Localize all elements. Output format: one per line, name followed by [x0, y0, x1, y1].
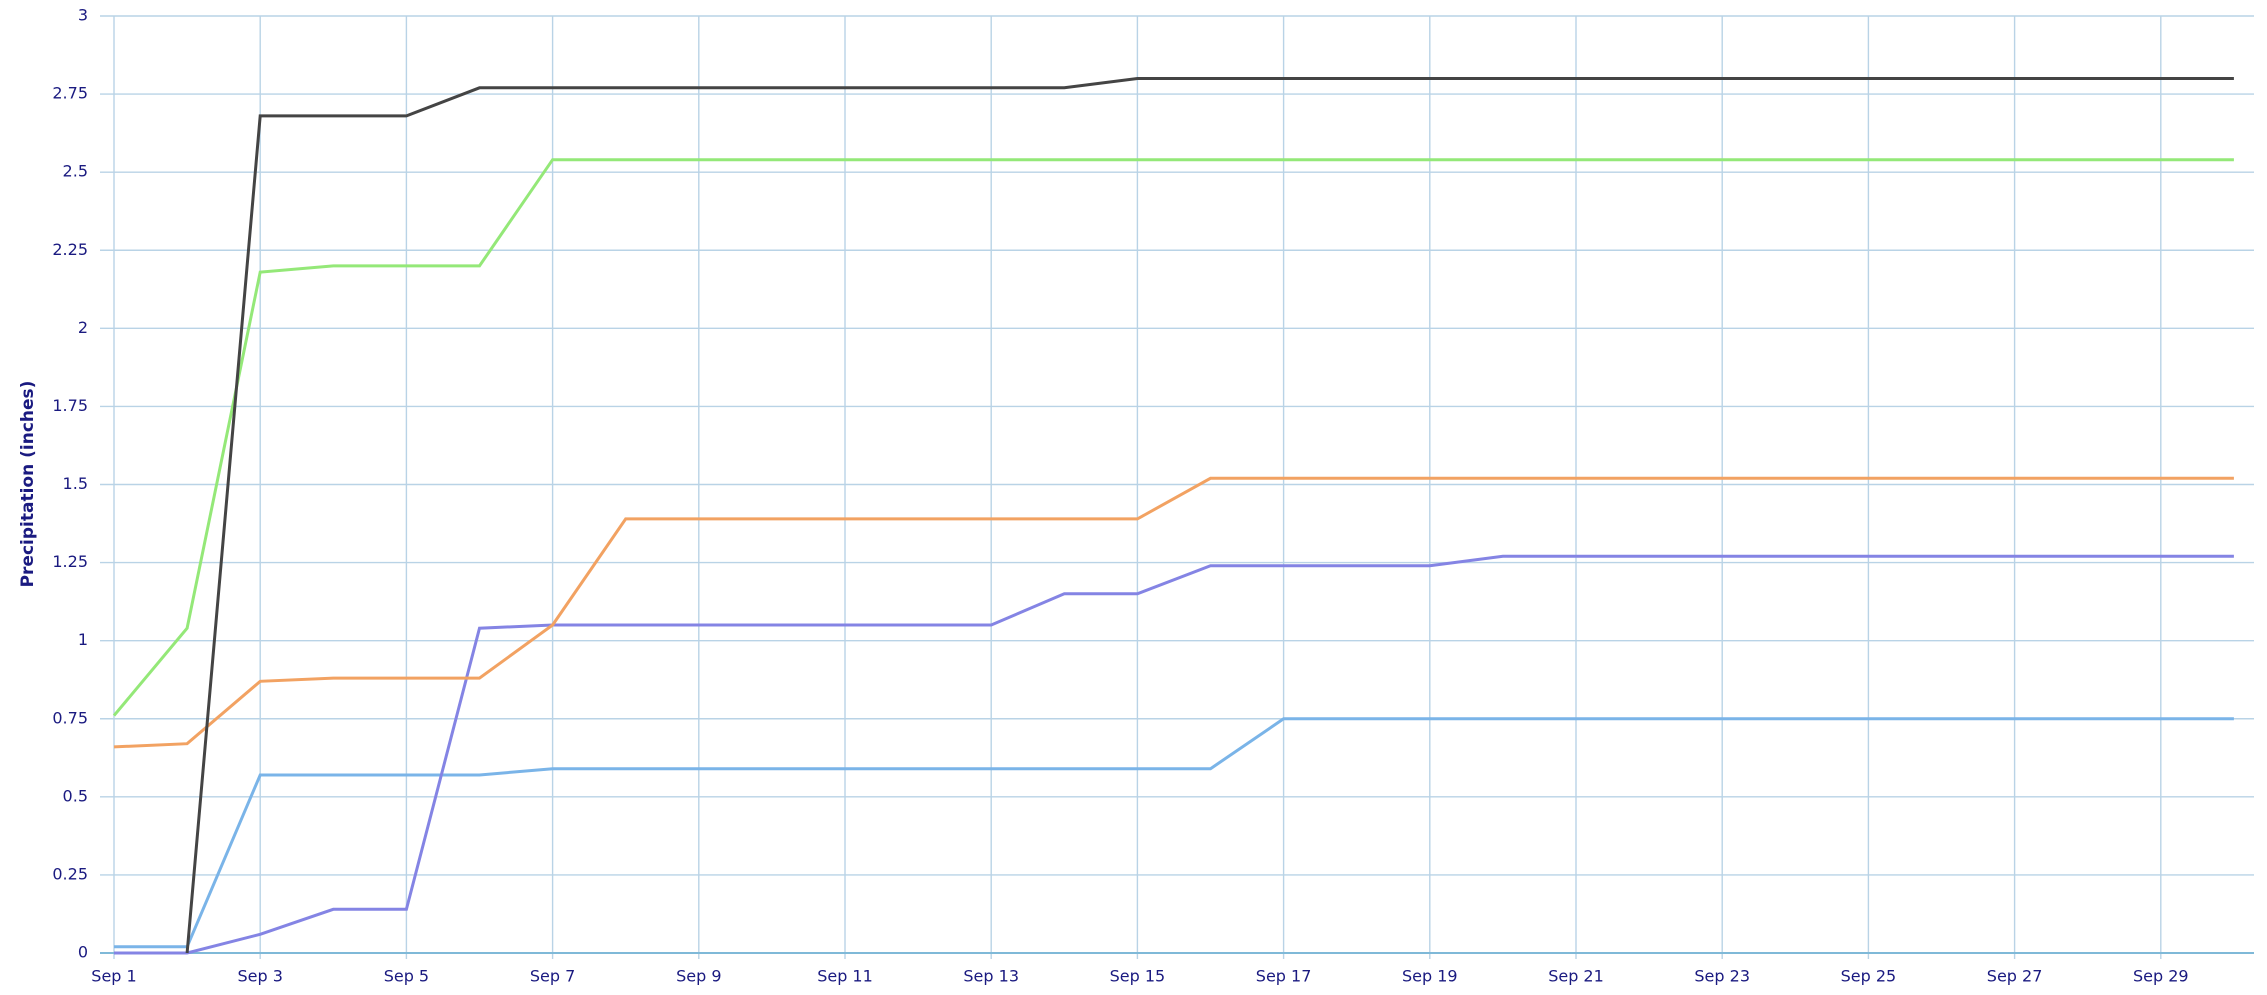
y-tick-label: 0: [78, 943, 88, 962]
y-axis-label: Precipitation (inches): [18, 381, 38, 588]
series-line: [114, 717, 2234, 949]
series-line: [114, 554, 2234, 955]
x-tick-label: Sep 29: [2133, 967, 2189, 986]
x-tick-label: Sep 9: [676, 967, 721, 986]
x-tick-label: Sep 11: [817, 967, 873, 986]
x-tick-label: Sep 13: [963, 967, 1019, 986]
y-tick-label: 0.5: [63, 786, 88, 805]
x-tick-label: Sep 3: [237, 967, 282, 986]
y-tick-label: 1: [78, 630, 88, 649]
y-tick-label: 2: [78, 318, 88, 337]
x-tick-label: Sep 19: [1402, 967, 1458, 986]
x-tick-label: Sep 27: [1987, 967, 2043, 986]
y-tick-label: 0.75: [52, 708, 88, 727]
y-tick-label: 2.25: [52, 240, 88, 259]
x-tick-label: Sep 7: [530, 967, 575, 986]
y-tick-label: 2.5: [63, 162, 88, 181]
series-line: [113, 476, 2234, 749]
x-tick-label: Sep 15: [1110, 967, 1166, 986]
x-tick-label: Sep 25: [1841, 967, 1897, 986]
y-tick-label: 1.25: [52, 552, 88, 571]
x-tick-label: Sep 5: [384, 967, 429, 986]
series-line: [185, 77, 2234, 954]
x-tick-label: Sep 23: [1694, 967, 1750, 986]
x-tick-label: Sep 17: [1256, 967, 1312, 986]
y-tick-label: 1.5: [63, 474, 88, 493]
series-line: [112, 158, 2234, 717]
x-tick-label: Sep 1: [91, 967, 136, 986]
y-tick-label: 1.75: [52, 396, 88, 415]
y-tick-label: 3: [78, 6, 88, 25]
y-tick-label: 2.75: [52, 84, 88, 103]
x-tick-label: Sep 21: [1548, 967, 1604, 986]
y-tick-label: 0.25: [52, 864, 88, 883]
